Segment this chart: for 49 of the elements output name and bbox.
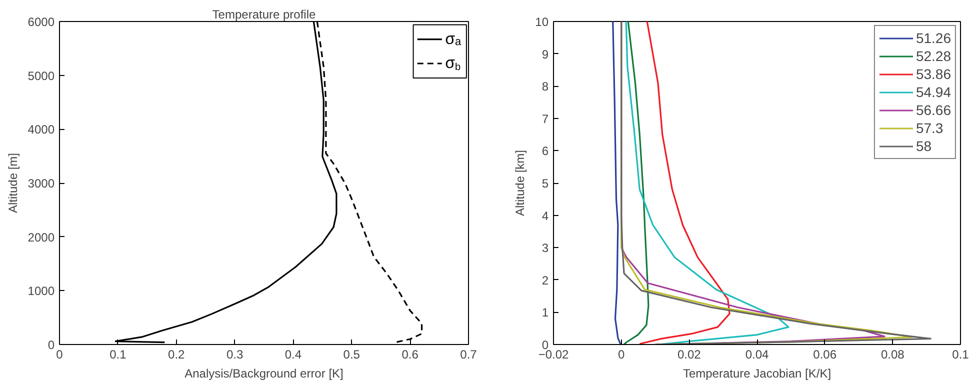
legend-label: 53.86 bbox=[916, 66, 951, 82]
y-axis-title: Altitude [m] bbox=[6, 152, 20, 214]
y-axis-title: Altitude [km] bbox=[513, 150, 528, 216]
y-tick-label: 9 bbox=[542, 47, 549, 62]
x-tick-label: 0.5 bbox=[343, 348, 360, 362]
line-series bbox=[612, 22, 622, 344]
legend-label: 54.94 bbox=[916, 84, 951, 100]
y-tick-label: 6 bbox=[542, 144, 549, 158]
y-tick-label: 0 bbox=[48, 338, 55, 352]
y-tick-label: 2 bbox=[542, 273, 549, 288]
legend-label: σₐ bbox=[445, 30, 462, 48]
legend-label: 56.66 bbox=[916, 102, 951, 118]
x-tick-label: 0.2 bbox=[168, 348, 186, 362]
x-tick-label: 0.3 bbox=[226, 348, 244, 362]
x-axis-title: Analysis/Background error [K] bbox=[184, 366, 344, 380]
line-series bbox=[625, 22, 790, 344]
legend-label: 58 bbox=[916, 138, 933, 154]
x-tick-label: 0.1 bbox=[952, 348, 969, 362]
x-tick-label: 0.6 bbox=[402, 348, 419, 362]
y-tick-label: 7 bbox=[542, 112, 549, 126]
y-tick-label: 8 bbox=[542, 80, 549, 94]
y-tick-label: 5 bbox=[542, 176, 549, 190]
legend-label: 52.28 bbox=[916, 48, 951, 64]
x-tick-label: 0.1 bbox=[110, 348, 127, 362]
x-tick-label: 0.06 bbox=[813, 348, 837, 362]
y-tick-label: 2000 bbox=[28, 230, 55, 244]
x-tick-label: 0 bbox=[56, 348, 64, 362]
line-series bbox=[638, 22, 730, 344]
x-tick-label: −0.02 bbox=[538, 348, 570, 362]
line-series bbox=[623, 22, 650, 344]
y-tick-label: 3000 bbox=[28, 176, 55, 190]
legend-label: 57.3 bbox=[916, 120, 944, 136]
y-tick-label: 10 bbox=[535, 15, 549, 29]
chart-title: Temperature profile bbox=[212, 8, 316, 22]
y-tick-label: 1 bbox=[542, 306, 549, 320]
y-tick-label: 6000 bbox=[28, 15, 55, 29]
y-tick-label: 1000 bbox=[28, 284, 55, 298]
x-tick-label: 0.08 bbox=[880, 348, 905, 362]
x-tick-label: 0 bbox=[618, 348, 625, 362]
x-tick-label: 0.02 bbox=[677, 348, 702, 362]
y-tick-label: 4 bbox=[542, 208, 549, 223]
x-tick-label: 0.04 bbox=[745, 348, 770, 362]
y-tick-label: 3 bbox=[542, 241, 549, 256]
x-axis-title: Temperature Jacobian [K/K] bbox=[682, 366, 832, 380]
legend-label: 51.26 bbox=[916, 30, 951, 46]
x-tick-label: 0.4 bbox=[284, 348, 302, 362]
y-tick-label: 4000 bbox=[28, 122, 55, 137]
y-tick-label: 5000 bbox=[28, 68, 55, 83]
x-tick-label: 0.7 bbox=[460, 348, 478, 362]
